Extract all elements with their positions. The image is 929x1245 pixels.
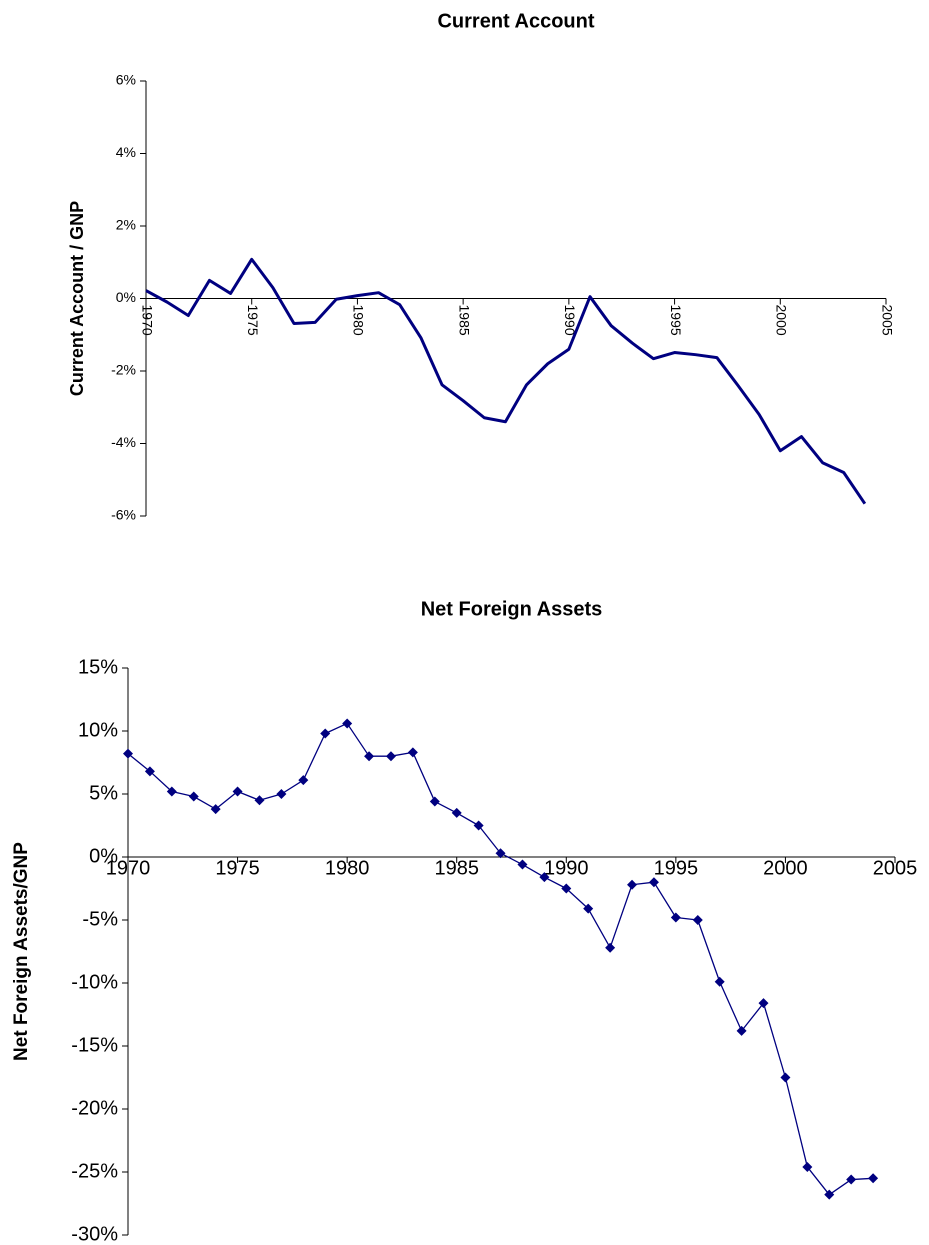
- chart-title: Current Account: [437, 10, 594, 32]
- y-axis-label: Net Foreign Assets/GNP: [11, 842, 32, 1061]
- marker: [429, 796, 440, 807]
- y-tick-label: 10%: [78, 719, 118, 741]
- marker: [254, 795, 265, 806]
- y-tick-label: 0%: [89, 845, 118, 867]
- y-tick-label: 4%: [116, 144, 136, 160]
- marker: [495, 848, 506, 859]
- y-tick-label: -15%: [71, 1034, 118, 1056]
- marker: [473, 820, 484, 831]
- marker: [385, 751, 396, 762]
- marker: [846, 1174, 857, 1185]
- y-tick-label: -20%: [71, 1097, 118, 1119]
- y-tick-label: -30%: [71, 1223, 118, 1245]
- x-tick-label: 1985: [456, 305, 472, 336]
- marker: [561, 883, 572, 894]
- marker: [605, 942, 616, 953]
- y-tick-label: -25%: [71, 1160, 118, 1182]
- x-tick-label: 2000: [763, 857, 808, 879]
- x-tick-label: 1990: [544, 857, 589, 879]
- y-axis-label: Current Account / GNP: [67, 201, 87, 396]
- marker: [123, 748, 133, 759]
- marker: [714, 976, 725, 987]
- marker: [583, 903, 594, 914]
- x-tick-label: 1980: [325, 857, 370, 879]
- marker: [692, 915, 703, 925]
- marker: [188, 791, 199, 802]
- marker: [232, 786, 243, 797]
- marker: [758, 998, 769, 1009]
- y-tick-label: 0%: [116, 289, 136, 305]
- x-tick-label: 2005: [879, 305, 895, 336]
- marker: [144, 766, 155, 777]
- marker: [627, 879, 638, 890]
- y-tick-label: -5%: [82, 908, 118, 930]
- chart-title: Net Foreign Assets: [421, 598, 603, 620]
- y-tick-label: 5%: [89, 782, 118, 804]
- marker: [736, 1025, 747, 1036]
- x-tick-label: 1980: [351, 305, 367, 336]
- x-tick-label: 1975: [245, 305, 261, 336]
- x-tick-label: 2005: [873, 857, 918, 879]
- marker: [451, 807, 462, 818]
- y-tick-label: -6%: [111, 507, 136, 523]
- x-tick-label: 1995: [668, 305, 684, 336]
- marker: [298, 775, 309, 786]
- y-tick-label: -2%: [111, 362, 136, 378]
- x-tick-label: 1990: [562, 305, 578, 336]
- marker: [517, 859, 528, 870]
- marker: [802, 1161, 813, 1172]
- marker: [342, 718, 353, 729]
- x-tick-label: 1985: [434, 857, 479, 879]
- marker: [407, 747, 418, 758]
- marker: [364, 751, 375, 762]
- marker: [648, 877, 659, 888]
- marker: [780, 1072, 791, 1083]
- y-tick-label: 6%: [116, 72, 136, 88]
- x-tick-label: 2000: [774, 305, 790, 336]
- marker: [166, 786, 177, 797]
- marker: [670, 912, 681, 923]
- marker: [539, 872, 550, 883]
- x-tick-label: 1975: [215, 857, 260, 879]
- y-tick-label: -10%: [71, 971, 118, 993]
- y-tick-label: 15%: [78, 656, 118, 678]
- x-tick-label: 1970: [139, 305, 155, 336]
- marker: [276, 789, 287, 799]
- x-tick-label: 1995: [654, 857, 699, 879]
- marker: [868, 1173, 879, 1184]
- y-tick-label: -4%: [111, 434, 136, 450]
- x-tick-label: 1970: [106, 857, 151, 879]
- marker: [320, 728, 331, 739]
- marker: [210, 804, 221, 815]
- marker: [824, 1189, 835, 1200]
- data-line: [145, 257, 867, 505]
- y-tick-label: 2%: [116, 217, 136, 233]
